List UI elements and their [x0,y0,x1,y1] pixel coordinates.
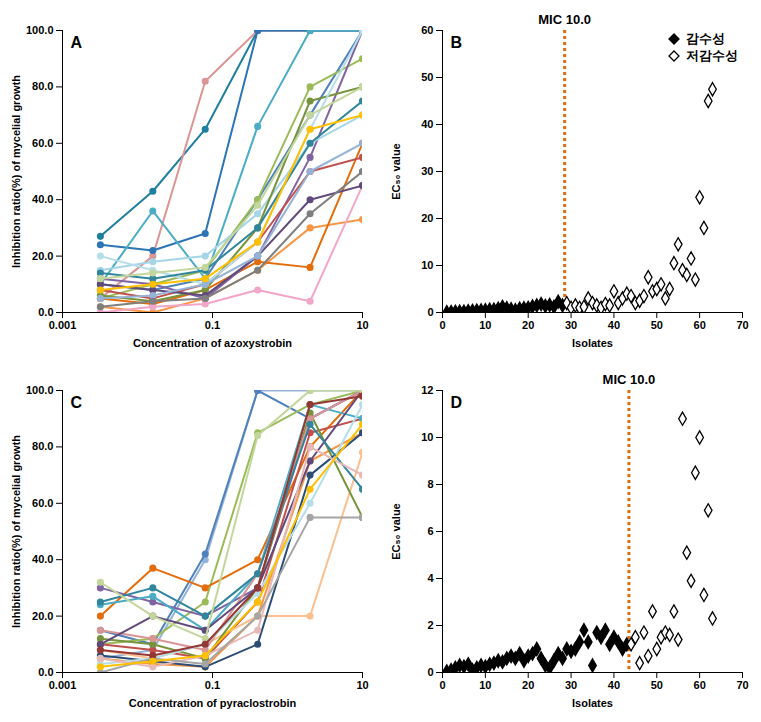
svg-text:MIC 10.0: MIC 10.0 [603,372,656,387]
svg-text:60: 60 [421,24,433,36]
svg-text:Concentration of pyraclostrobi: Concentration of pyraclostrobin [129,697,297,709]
svg-text:30: 30 [565,319,577,331]
svg-text:100.0: 100.0 [26,384,54,396]
svg-text:EC₅₀ value: EC₅₀ value [390,503,402,559]
svg-text:8: 8 [427,478,433,490]
svg-text:50: 50 [651,319,663,331]
svg-text:50: 50 [421,71,433,83]
svg-text:60.0: 60.0 [32,137,53,149]
svg-text:6: 6 [427,525,433,537]
svg-text:70: 70 [736,679,748,691]
svg-text:D: D [451,394,463,411]
svg-text:C: C [71,394,83,411]
svg-text:EC₅₀ value: EC₅₀ value [390,143,402,199]
svg-text:0: 0 [439,319,445,331]
svg-text:40: 40 [608,679,620,691]
svg-text:70: 70 [736,319,748,331]
svg-text:Inhibition ratio(%) of mycelia: Inhibition ratio(%) of mycelial growth [10,75,22,268]
svg-text:0: 0 [439,679,445,691]
svg-text:10: 10 [421,431,433,443]
svg-text:30: 30 [565,679,577,691]
svg-text:20: 20 [421,212,433,224]
svg-text:Concentration of azoxystrobin: Concentration of azoxystrobin [133,337,292,349]
svg-text:0.1: 0.1 [205,319,220,331]
svg-text:20.0: 20.0 [32,250,53,262]
svg-text:40: 40 [608,319,620,331]
svg-text:Isolates: Isolates [572,697,613,709]
svg-text:20: 20 [522,679,534,691]
svg-text:B: B [451,34,463,51]
svg-text:80.0: 80.0 [32,440,53,452]
svg-text:10: 10 [421,259,433,271]
svg-text:10: 10 [479,319,491,331]
svg-text:0.0: 0.0 [38,666,53,678]
svg-text:60: 60 [694,319,706,331]
svg-text:0.0: 0.0 [38,306,53,318]
svg-text:20.0: 20.0 [32,610,53,622]
svg-text:0: 0 [427,666,433,678]
svg-text:40.0: 40.0 [32,193,53,205]
svg-text:20: 20 [522,319,534,331]
html-text:저감수성: 저감수성 [686,48,738,63]
svg-text:0.1: 0.1 [205,679,220,691]
svg-text:30: 30 [421,165,433,177]
svg-text:10: 10 [479,679,491,691]
svg-text:80.0: 80.0 [32,80,53,92]
svg-text:MIC 10.0: MIC 10.0 [538,12,591,27]
svg-text:10: 10 [356,319,368,331]
svg-text:Isolates: Isolates [572,337,613,349]
svg-text:60: 60 [694,679,706,691]
svg-text:A: A [71,34,83,51]
svg-text:50: 50 [651,679,663,691]
svg-text:0.001: 0.001 [49,319,77,331]
svg-text:60.0: 60.0 [32,497,53,509]
svg-text:100.0: 100.0 [26,24,54,36]
svg-text:10: 10 [356,679,368,691]
html-text:감수성: 감수성 [686,31,725,46]
svg-text:Inhibition ratio(%) of mycelia: Inhibition ratio(%) of mycelial growth [10,435,22,628]
svg-text:0.001: 0.001 [49,679,77,691]
svg-text:40.0: 40.0 [32,553,53,565]
svg-text:4: 4 [427,572,434,584]
svg-text:0: 0 [427,306,433,318]
svg-text:40: 40 [421,118,433,130]
svg-text:2: 2 [427,619,433,631]
svg-text:12: 12 [421,384,433,396]
